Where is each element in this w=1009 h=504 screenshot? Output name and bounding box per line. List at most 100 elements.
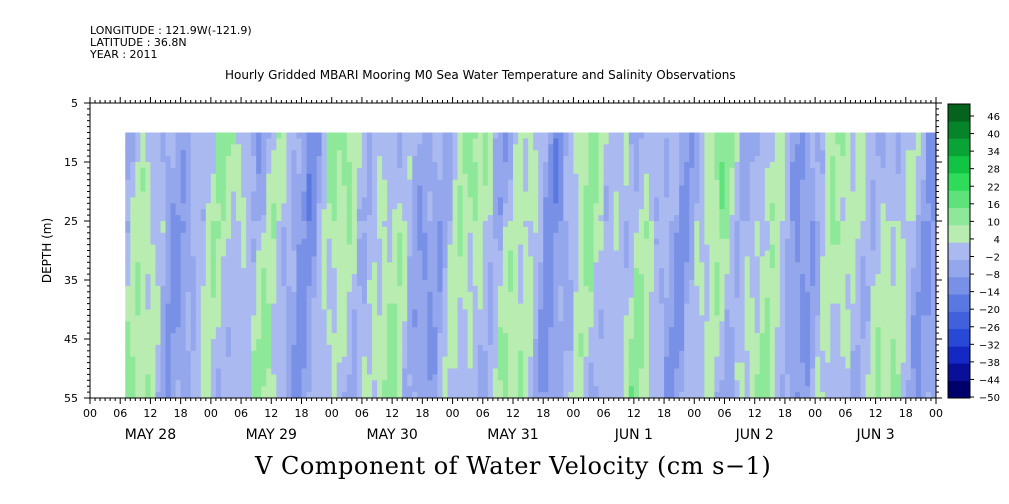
heatmap-cell	[205, 203, 212, 210]
heatmap-cell	[659, 356, 665, 363]
heatmap-cell	[422, 344, 428, 352]
heatmap-cell	[165, 344, 171, 352]
heatmap-cell	[296, 350, 302, 358]
heatmap-cell	[507, 197, 514, 204]
heatmap-cell	[462, 226, 469, 234]
heatmap-cell	[548, 209, 554, 216]
heatmap-cell	[422, 244, 428, 251]
heatmap-cell	[472, 156, 479, 163]
heatmap-cell	[387, 274, 393, 281]
heatmap-cell	[170, 244, 177, 251]
heatmap-cell	[482, 150, 489, 157]
heatmap-cell	[387, 256, 393, 263]
heatmap-cell	[165, 280, 171, 287]
heatmap-cell	[387, 321, 393, 328]
heatmap-cell	[588, 274, 594, 281]
heatmap-cell	[447, 138, 453, 145]
heatmap-cell	[356, 209, 363, 216]
heatmap-cell	[618, 268, 625, 275]
heatmap-cell	[578, 238, 584, 245]
heatmap-cell	[638, 327, 645, 334]
heatmap-cell	[220, 327, 227, 334]
heatmap-cell	[256, 362, 262, 369]
heatmap-cell	[412, 197, 418, 204]
heatmap-cell	[598, 185, 605, 192]
heatmap-cell	[472, 167, 479, 175]
heatmap-cell	[603, 309, 610, 316]
heatmap-cell	[165, 262, 171, 269]
heatmap-cell	[563, 280, 569, 287]
heatmap-cell	[553, 315, 559, 322]
heatmap-cell	[266, 167, 272, 175]
heatmap-cell	[140, 167, 146, 175]
heatmap-cell	[593, 226, 600, 234]
heatmap-cell	[170, 333, 177, 340]
heatmap-cell	[442, 162, 448, 169]
heatmap-cell	[160, 344, 166, 352]
heatmap-cell	[225, 297, 232, 304]
heatmap-cell	[573, 350, 579, 358]
heatmap-cell	[356, 191, 363, 198]
heatmap-cell	[583, 291, 589, 299]
heatmap-cell	[236, 138, 242, 145]
heatmap-cell	[674, 344, 680, 352]
heatmap-cell	[492, 339, 499, 346]
heatmap-cell	[382, 327, 388, 334]
heatmap-cell	[422, 197, 428, 204]
heatmap-cell	[387, 209, 393, 216]
heatmap-cell	[487, 392, 494, 399]
heatmap-cell	[377, 132, 383, 139]
heatmap-cell	[623, 274, 630, 281]
heatmap-cell	[236, 132, 242, 139]
heatmap-cell	[513, 274, 519, 281]
heatmap-cell	[241, 173, 247, 181]
heatmap-cell	[256, 309, 262, 316]
heatmap-cell	[573, 156, 579, 163]
heatmap-cell	[205, 150, 212, 157]
heatmap-cell	[598, 144, 605, 151]
heatmap-cell	[326, 362, 333, 369]
heatmap-cell	[180, 291, 187, 299]
heatmap-cell	[321, 303, 328, 310]
heatmap-cell	[633, 203, 640, 210]
heatmap-cell	[578, 356, 584, 363]
heatmap-cell	[497, 274, 504, 281]
heatmap-cell	[648, 333, 655, 340]
heatmap-cell	[261, 327, 267, 334]
heatmap-cell	[633, 280, 640, 287]
heatmap-cell	[553, 215, 559, 222]
heatmap-cell	[241, 392, 247, 399]
heatmap-cell	[200, 356, 207, 363]
heatmap-cell	[190, 238, 197, 245]
heatmap-cell	[543, 209, 549, 216]
heatmap-cell	[266, 203, 272, 210]
heatmap-cell	[402, 380, 408, 387]
heatmap-cell	[638, 344, 645, 352]
heatmap-cell	[185, 221, 192, 228]
heatmap-cell	[392, 179, 398, 186]
heatmap-cell	[417, 368, 423, 375]
heatmap-cell	[492, 374, 499, 381]
heatmap-cell	[321, 315, 328, 322]
heatmap-cell	[377, 321, 383, 328]
heatmap-cell	[618, 191, 625, 198]
heatmap-cell	[266, 209, 272, 216]
heatmap-cell	[568, 191, 574, 198]
heatmap-cell	[452, 250, 459, 257]
heatmap-cell	[502, 209, 509, 216]
heatmap-cell	[392, 380, 398, 387]
heatmap-cell	[336, 392, 343, 399]
heatmap-cell	[382, 380, 388, 387]
heatmap-cell	[563, 344, 569, 352]
heatmap-cell	[523, 380, 529, 387]
heatmap-cell	[220, 392, 227, 399]
heatmap-cell	[533, 380, 539, 387]
heatmap-cell	[533, 374, 539, 381]
heatmap-cell	[346, 144, 353, 151]
heatmap-cell	[241, 368, 247, 375]
heatmap-cell	[543, 309, 549, 316]
heatmap-cell	[377, 185, 383, 192]
heatmap-cell	[130, 226, 136, 234]
heatmap-cell	[643, 226, 650, 234]
heatmap-cell	[573, 315, 579, 322]
